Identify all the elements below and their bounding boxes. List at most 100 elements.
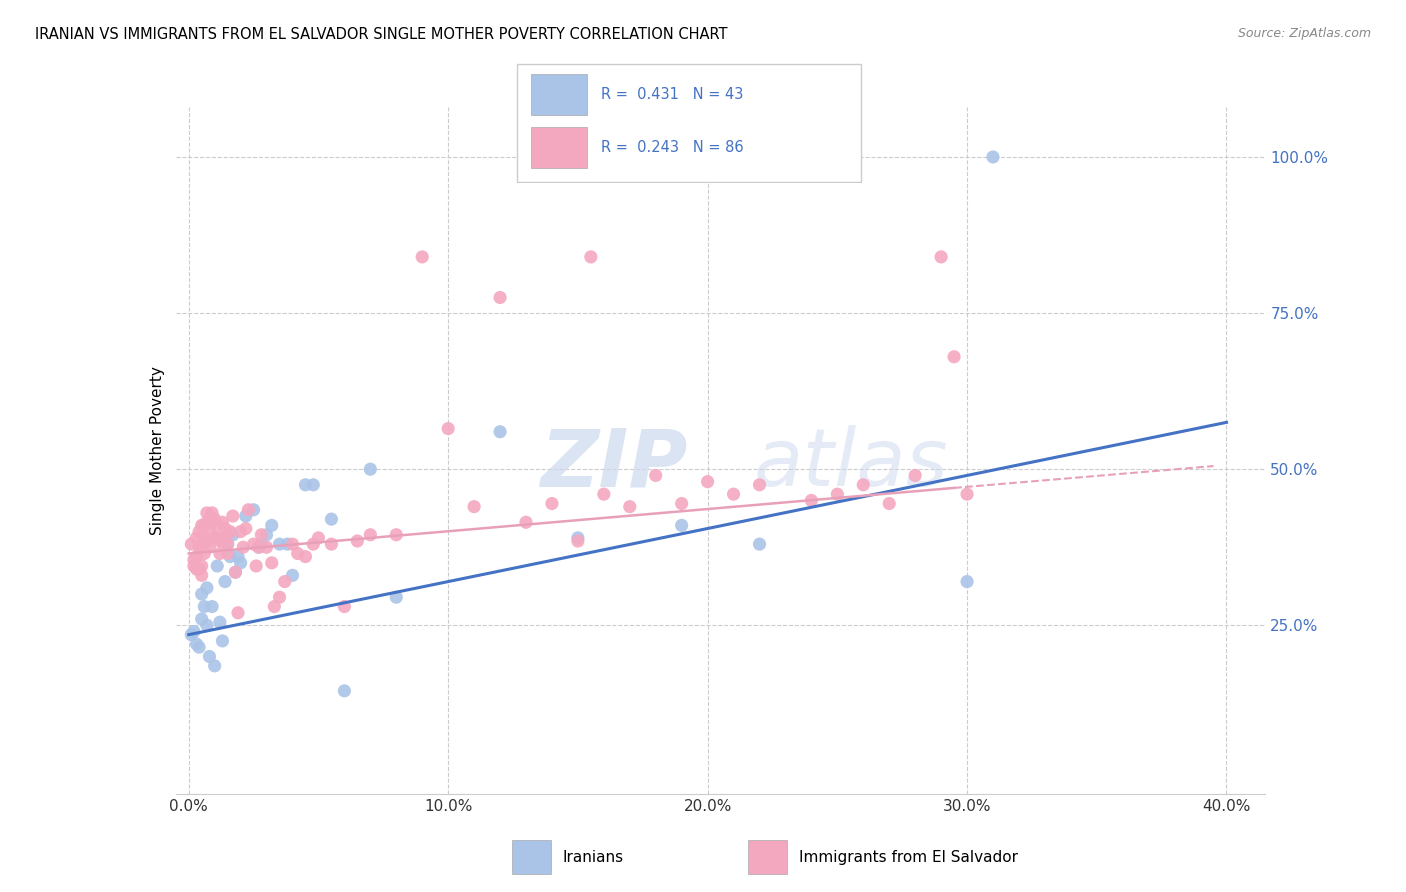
Point	[201, 506, 224, 520]
Point	[956, 574, 979, 589]
Point	[827, 487, 849, 501]
FancyBboxPatch shape	[531, 75, 588, 115]
Point	[193, 599, 215, 614]
Point	[592, 487, 614, 501]
Point	[214, 531, 236, 545]
Point	[274, 574, 297, 589]
Point	[190, 587, 212, 601]
Point	[579, 250, 602, 264]
Point	[463, 500, 485, 514]
Point	[800, 493, 823, 508]
Point	[515, 516, 537, 530]
Point	[217, 546, 239, 561]
Point	[232, 541, 254, 555]
Point	[198, 541, 221, 555]
Point	[188, 640, 211, 655]
Point	[943, 350, 966, 364]
Point	[567, 533, 589, 548]
FancyBboxPatch shape	[748, 840, 787, 874]
Point	[183, 552, 205, 567]
FancyBboxPatch shape	[512, 840, 551, 874]
Point	[981, 150, 1004, 164]
Point	[250, 537, 273, 551]
Point	[269, 591, 291, 605]
Point	[238, 503, 260, 517]
Point	[276, 537, 298, 551]
Point	[219, 549, 242, 564]
Point	[411, 250, 433, 264]
Point	[321, 512, 343, 526]
Point	[671, 496, 693, 510]
Y-axis label: Single Mother Poverty: Single Mother Poverty	[149, 366, 165, 535]
Point	[748, 537, 770, 551]
Point	[294, 549, 316, 564]
Point	[929, 250, 952, 264]
Point	[190, 568, 212, 582]
Point	[235, 508, 257, 523]
Point	[193, 531, 215, 545]
Point	[281, 568, 304, 582]
Text: ZIP: ZIP	[540, 425, 688, 503]
Point	[269, 537, 291, 551]
Point	[186, 562, 208, 576]
Point	[956, 487, 979, 501]
Point	[723, 487, 745, 501]
Point	[211, 533, 233, 548]
Point	[201, 516, 224, 530]
Point	[195, 581, 218, 595]
Point	[224, 566, 246, 580]
Text: Source: ZipAtlas.com: Source: ZipAtlas.com	[1237, 27, 1371, 40]
Point	[214, 574, 236, 589]
Point	[263, 599, 285, 614]
Point	[190, 541, 212, 555]
Point	[256, 541, 278, 555]
Point	[226, 606, 249, 620]
Point	[204, 658, 226, 673]
Point	[644, 468, 666, 483]
Point	[211, 516, 233, 530]
Point	[204, 512, 226, 526]
Point	[180, 628, 202, 642]
Point	[385, 591, 408, 605]
Point	[250, 528, 273, 542]
Point	[294, 478, 316, 492]
Point	[180, 537, 202, 551]
Point	[193, 518, 215, 533]
Point	[904, 468, 927, 483]
Point	[245, 558, 267, 574]
Point	[359, 462, 381, 476]
Point	[208, 546, 231, 561]
Point	[235, 521, 257, 535]
Point	[193, 546, 215, 561]
Point	[207, 531, 229, 545]
FancyBboxPatch shape	[531, 128, 588, 169]
Point	[307, 531, 329, 545]
Text: Iranians: Iranians	[562, 850, 623, 864]
Point	[541, 496, 564, 510]
Point	[437, 422, 460, 436]
Point	[489, 425, 512, 439]
FancyBboxPatch shape	[517, 63, 860, 182]
Point	[333, 683, 356, 698]
Point	[242, 537, 264, 551]
Point	[190, 518, 212, 533]
Point	[211, 633, 233, 648]
Point	[183, 558, 205, 574]
Point	[195, 618, 218, 632]
Point	[188, 524, 211, 539]
Point	[190, 612, 212, 626]
Point	[359, 528, 381, 542]
Point	[877, 496, 900, 510]
Point	[346, 533, 368, 548]
Text: Immigrants from El Salvador: Immigrants from El Salvador	[799, 850, 1018, 864]
Point	[287, 546, 309, 561]
Point	[385, 528, 408, 542]
Point	[195, 506, 218, 520]
Point	[302, 478, 325, 492]
Point	[183, 624, 205, 639]
Point	[201, 599, 224, 614]
Point	[186, 637, 208, 651]
Point	[222, 508, 245, 523]
Point	[696, 475, 718, 489]
Point	[260, 556, 283, 570]
